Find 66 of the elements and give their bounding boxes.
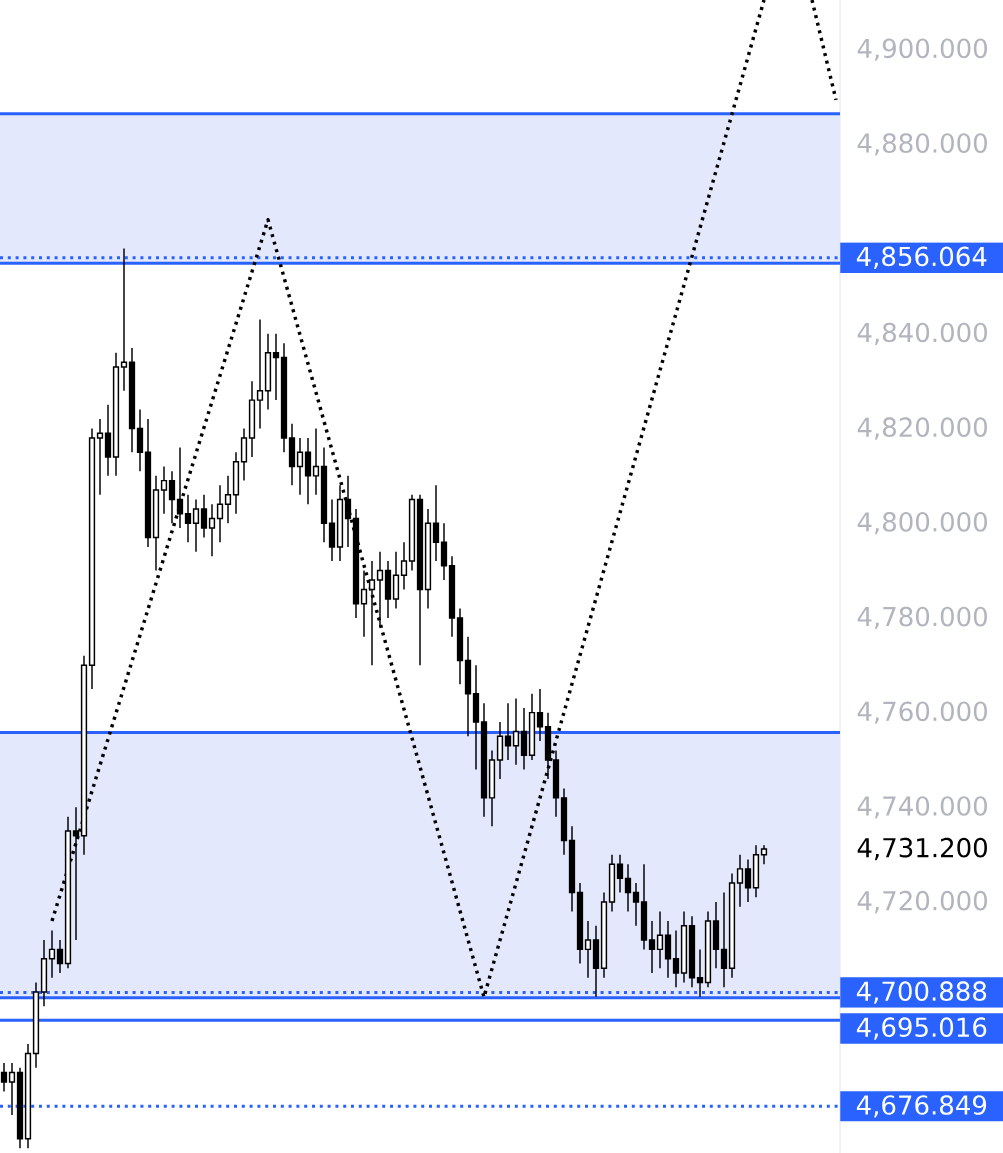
candlestick [392, 550, 400, 610]
candlestick [432, 484, 440, 562]
y-tick-label: 4,880.000 [857, 133, 987, 156]
y-tick-label: 4,840.000 [857, 322, 987, 345]
ref-line-label: 4,695.016 [856, 1017, 987, 1040]
candlestick [104, 404, 112, 477]
candlestick [296, 437, 304, 496]
candlestick [192, 498, 200, 553]
y-tick-label: 4,780.000 [857, 606, 987, 630]
candlestick [224, 475, 232, 524]
candlestick [376, 550, 384, 629]
candlestick [344, 475, 352, 548]
candlestick [504, 702, 512, 761]
text: 4,731.200 [857, 837, 987, 861]
candlestick [272, 333, 280, 401]
candlestick [360, 569, 368, 638]
y-tick-label: 4,800.000 [857, 512, 987, 535]
candlestick [168, 470, 176, 524]
candlestick [176, 446, 184, 529]
candlestick [216, 484, 224, 543]
candlestick [256, 318, 264, 430]
candlestick [136, 408, 144, 472]
candlestick [160, 465, 168, 515]
candlestick [616, 853, 624, 894]
candlestick [184, 494, 192, 543]
candlestick [304, 437, 312, 506]
candlestick [760, 844, 768, 865]
candlestick [96, 418, 104, 496]
candlestick [56, 939, 64, 974]
candlestick [312, 427, 320, 496]
candlestick [368, 560, 376, 667]
candlestick [48, 929, 56, 979]
candlestick [648, 920, 656, 974]
candlestick [440, 522, 448, 581]
candlestick [520, 707, 528, 771]
y-tick-label: 4,740.000 [857, 796, 987, 819]
candlestick [240, 427, 248, 482]
candlestick [200, 494, 208, 539]
candlestick [328, 498, 336, 562]
candlestick [512, 697, 520, 766]
candlestick [584, 920, 592, 979]
candlestick [696, 948, 704, 998]
y-tick-label: 4,720.000 [857, 890, 987, 914]
ref-line-label: 4,700.888 [856, 981, 987, 1004]
line-series [50, 0, 766, 999]
y-tick-label: 4,760.000 [857, 701, 987, 724]
candlestick [624, 863, 632, 913]
candlestick [744, 858, 752, 903]
candlestick [72, 806, 80, 941]
candlestick [656, 910, 664, 970]
candlestick [736, 853, 744, 908]
ref-line-label: 4,676.849 [856, 1095, 987, 1118]
candlestick [672, 929, 680, 988]
candlestick [496, 721, 504, 780]
candlestick [536, 688, 544, 742]
candlestick [664, 920, 672, 979]
candlestick [8, 1062, 16, 1116]
candlestick [632, 882, 640, 927]
ref-line-label: 4,856.064 [856, 246, 987, 269]
candlestick [208, 503, 216, 558]
candlestick [720, 891, 728, 988]
y-tick-label: 4,900.000 [857, 38, 987, 61]
candlestick [120, 247, 128, 392]
candlestick [0, 1062, 8, 1093]
candlestick [400, 541, 408, 591]
y-tick-label: 4,820.000 [857, 417, 987, 440]
